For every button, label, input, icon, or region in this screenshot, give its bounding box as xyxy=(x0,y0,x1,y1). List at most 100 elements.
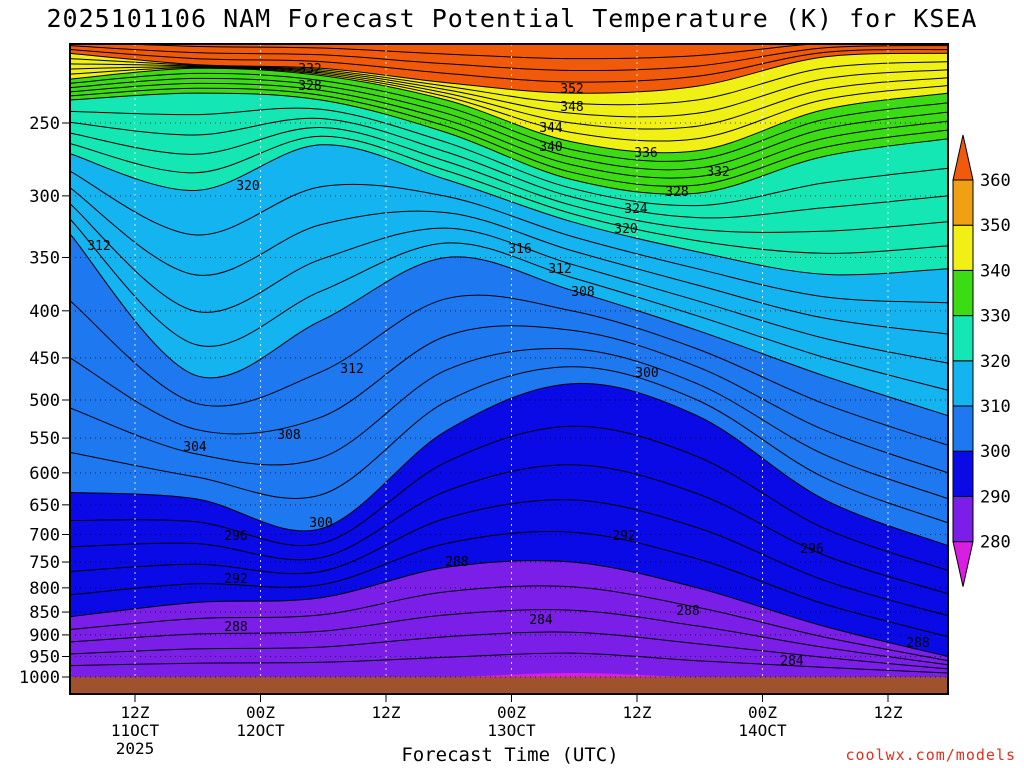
colorbar-label: 360 xyxy=(980,171,1011,191)
contour-line-310 xyxy=(70,233,948,417)
contour-label: 316 xyxy=(508,242,531,257)
contour-line-328 xyxy=(70,107,948,207)
contour-line-306 xyxy=(70,325,948,474)
colorbar-swatch xyxy=(952,450,974,497)
contour-line-348 xyxy=(70,58,948,106)
contour-line-300 xyxy=(70,382,948,547)
contour-line-304 xyxy=(70,347,948,500)
contour-line-346 xyxy=(70,63,948,118)
fill-band-280 xyxy=(70,673,948,677)
x-tick-label: 12Z xyxy=(121,703,150,722)
contour-label: 288 xyxy=(224,620,247,635)
colorbar-min-triangle xyxy=(952,541,974,587)
contour-label: 340 xyxy=(539,140,562,155)
contour-line-352 xyxy=(70,49,948,83)
x-tick-label: 12OCT xyxy=(236,721,285,740)
contour-line-338 xyxy=(70,72,948,162)
x-tick-label: 12Z xyxy=(874,703,903,722)
y-tick-label: 900 xyxy=(29,626,60,646)
contour-label: 308 xyxy=(277,428,300,443)
contour-line-298 xyxy=(70,425,948,571)
colorbar-swatch xyxy=(952,224,974,271)
colorbar-swatch xyxy=(952,315,974,362)
contour-line-282 xyxy=(70,652,948,674)
x-tick-label: 00Z xyxy=(497,703,526,722)
contour-label: 304 xyxy=(183,440,207,455)
contour-line-326 xyxy=(70,117,948,219)
colorbar-label: 310 xyxy=(980,397,1011,417)
colorbar: 280 290 300 310 320 330 340 350 360 xyxy=(952,134,1011,587)
y-tick-label: 700 xyxy=(29,525,60,545)
chart-title: 2025101106 NAM Forecast Potential Temper… xyxy=(46,4,978,33)
contour-line-302 xyxy=(70,366,948,524)
contour-label: 308 xyxy=(571,285,594,300)
y-tick-label: 600 xyxy=(29,464,60,484)
y-tick-label: 1000 xyxy=(19,668,60,688)
x-tick-label: 00Z xyxy=(246,703,275,722)
x-tick-label: 12Z xyxy=(623,703,652,722)
contour-line-316 xyxy=(70,187,948,335)
credit-link[interactable]: coolwx.com/models xyxy=(845,746,1016,764)
colorbar-swatch xyxy=(952,179,974,226)
contour-label: 292 xyxy=(612,529,635,544)
contour-line-354 xyxy=(70,45,948,72)
y-tick-label: 300 xyxy=(29,187,60,207)
contour-label: 352 xyxy=(560,82,583,97)
contour-line-322 xyxy=(70,135,948,254)
y-tick-label: 400 xyxy=(29,302,60,322)
contour-label: 300 xyxy=(309,516,332,531)
contour-label: 328 xyxy=(298,79,321,94)
contour-line-294 xyxy=(70,499,948,617)
contour-line-318 xyxy=(70,170,948,304)
x-tick-label: 2025 xyxy=(116,739,155,758)
y-tick-label: 800 xyxy=(29,579,60,599)
y-tick-label: 850 xyxy=(29,603,60,623)
contour-label: 284 xyxy=(529,613,553,628)
contour-label: 320 xyxy=(614,222,637,237)
contour-label: 300 xyxy=(635,366,658,381)
contour-line-334 xyxy=(70,82,948,179)
y-tick-label: 500 xyxy=(29,391,60,411)
x-axis-label: Forecast Time (UTC) xyxy=(401,744,619,766)
colorbar-label: 280 xyxy=(980,533,1011,553)
contour-label: 288 xyxy=(906,636,929,651)
contour-line-290 xyxy=(70,560,948,657)
y-tick-label: 350 xyxy=(29,248,60,268)
y-axis: 250 300 350 400 450 500 550 600 650 700 750 800 850 9… xyxy=(19,114,70,688)
y-tick-label: 750 xyxy=(29,553,60,573)
contour-label: 332 xyxy=(706,165,729,180)
contour-line-308 xyxy=(70,294,948,446)
colorbar-max-triangle xyxy=(952,134,974,181)
contour-label: 332 xyxy=(298,62,321,77)
contour-label: 284 xyxy=(780,654,804,669)
colorbar-swatch xyxy=(952,495,974,543)
contour-label: 320 xyxy=(236,179,259,194)
x-tick-label: 12Z xyxy=(372,703,401,722)
contour-label: 324 xyxy=(624,202,648,217)
contour-label: 312 xyxy=(87,239,110,254)
contour-line-336 xyxy=(70,77,948,171)
contour-line-286 xyxy=(70,609,948,666)
contour-line-344 xyxy=(70,66,948,130)
contour-line-324 xyxy=(70,126,948,233)
y-tick-label: 950 xyxy=(29,648,60,668)
y-tick-label: 450 xyxy=(29,349,60,369)
contour-fills xyxy=(70,44,948,677)
x-tick-label: 11OCT xyxy=(111,721,160,740)
contour-label: 312 xyxy=(340,362,363,377)
colorbar-swatch xyxy=(952,360,974,407)
contour-line-342 xyxy=(70,66,948,142)
y-tick-label: 550 xyxy=(29,429,60,449)
contour-label: 296 xyxy=(800,542,823,557)
contour-label: 292 xyxy=(224,572,247,587)
colorbar-swatch xyxy=(952,269,974,317)
x-tick-label: 00Z xyxy=(748,703,777,722)
contour-label: 328 xyxy=(665,185,688,200)
y-tick-label: 650 xyxy=(29,496,60,516)
x-tick-label: 13OCT xyxy=(487,721,536,740)
contour-line-288 xyxy=(70,585,948,662)
y-tick-label: 250 xyxy=(29,114,60,134)
contour-labels: 352 348 344 340 336 332 332 328 328 324 320 320 316 3… xyxy=(87,62,929,669)
contour-line-320 xyxy=(70,144,948,276)
contour-label: 344 xyxy=(539,121,563,136)
